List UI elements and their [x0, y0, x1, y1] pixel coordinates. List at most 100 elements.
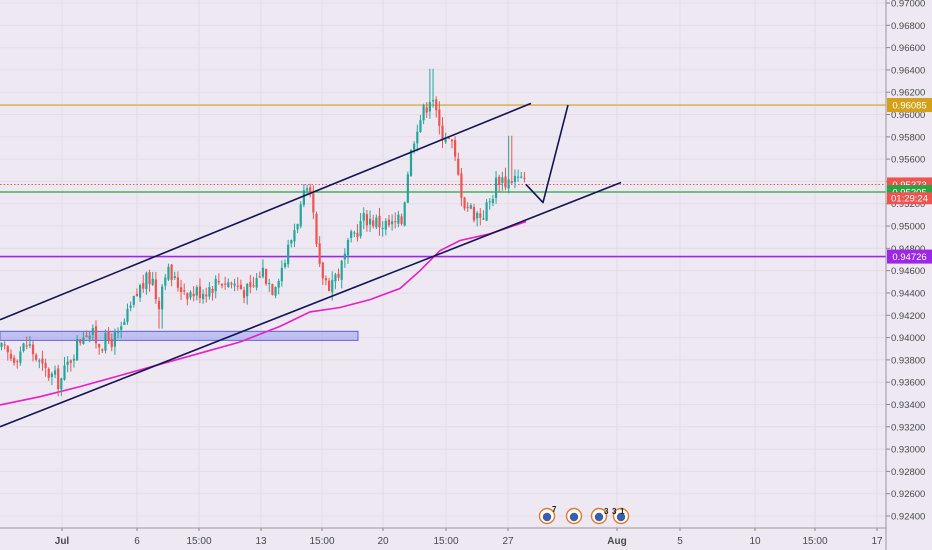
candle-body — [428, 101, 431, 112]
candle-body — [397, 214, 400, 224]
candle-body — [202, 293, 205, 300]
candle-body — [28, 344, 31, 346]
candle-body — [179, 287, 183, 293]
candle-body — [19, 351, 22, 363]
candle-body — [107, 331, 110, 341]
candle-body — [101, 349, 104, 351]
candle-body — [488, 201, 491, 203]
candle-body — [425, 107, 428, 113]
channel-upper-line — [0, 102, 532, 321]
candle-body — [53, 370, 57, 375]
candle-body — [274, 286, 277, 296]
y-tick-label: 0.95600 — [891, 155, 925, 166]
candle-body — [517, 176, 520, 178]
candle-body — [283, 262, 287, 268]
y-tick-label: 0.95800 — [891, 132, 925, 143]
candle-body — [482, 218, 485, 220]
candle-body — [72, 358, 76, 361]
candle-body — [372, 220, 375, 227]
y-tick-label: 0.96400 — [891, 65, 925, 76]
candle-body — [400, 216, 403, 224]
candle-body — [167, 266, 170, 280]
x-tick-label: 15:00 — [433, 536, 458, 547]
x-tick-label: 13 — [255, 536, 267, 547]
candle-body — [296, 224, 299, 230]
x-tick-label: 15:00 — [802, 536, 827, 547]
candle-body — [343, 253, 346, 260]
candle-body — [233, 283, 236, 286]
candle-body — [391, 221, 394, 225]
candle-body — [94, 326, 98, 344]
candle-body — [523, 177, 526, 179]
candle-body — [161, 286, 164, 310]
candle-body — [41, 358, 44, 364]
candle-body — [91, 328, 94, 335]
candle-body — [170, 264, 173, 281]
event-flag-fill — [569, 512, 579, 522]
candle-body — [394, 221, 397, 223]
candle-body — [217, 280, 220, 283]
candle-body — [302, 190, 305, 205]
candle-body — [368, 218, 372, 225]
candle-body — [0, 342, 3, 347]
candle-body — [135, 293, 139, 296]
event-flag-fill — [542, 512, 552, 522]
candle-body — [252, 285, 255, 287]
support-price-label: 0.94726 — [892, 252, 926, 263]
candle-body — [230, 283, 233, 285]
x-tick-label: 5 — [677, 536, 683, 547]
candle-body — [189, 292, 192, 298]
candle-body — [31, 344, 35, 355]
x-tick-label: Jul — [55, 536, 70, 547]
y-tick-label: 0.93200 — [891, 422, 925, 433]
candle-body — [60, 378, 63, 390]
candle-body — [104, 332, 107, 351]
candle-body — [384, 220, 387, 230]
candle-body — [57, 368, 60, 390]
candle-body — [195, 287, 198, 296]
candle-body — [387, 219, 391, 226]
ma-layer — [0, 220, 527, 406]
candle-body — [435, 99, 438, 111]
candle-body — [375, 217, 378, 228]
candle-body — [110, 339, 113, 348]
y-tick-label: 0.94800 — [891, 244, 925, 255]
candle-body — [3, 344, 6, 346]
candle-body — [69, 360, 72, 363]
candle-body — [324, 278, 328, 281]
candle-body — [312, 193, 315, 213]
y-tick-label: 0.93800 — [891, 355, 925, 366]
y-tick-label: 0.96800 — [891, 21, 925, 32]
candle-body — [148, 271, 151, 285]
x-tick-label: 15:00 — [186, 536, 211, 547]
candle-body — [356, 232, 359, 237]
candle-body — [494, 177, 498, 199]
candle-body — [309, 187, 312, 192]
candle-body — [504, 176, 507, 188]
y-tick-label: 0.96200 — [891, 88, 925, 99]
event-count-label: 3 — [612, 507, 617, 516]
candle-body — [126, 308, 129, 322]
candle-body — [50, 373, 53, 378]
y-tick-label: 0.92400 — [891, 512, 925, 523]
event-flag-fill — [616, 512, 626, 522]
candle-body — [337, 273, 340, 278]
candle-body — [365, 214, 368, 226]
candle-body — [346, 239, 350, 256]
y-tick-label: 0.94000 — [891, 333, 925, 344]
candle-body — [359, 221, 362, 237]
event-count-label: 7 — [552, 505, 557, 514]
y-tick-label: 0.96000 — [891, 110, 925, 121]
y-tick-label: 0.95000 — [891, 222, 925, 233]
candle-body — [328, 280, 331, 291]
candle-body — [450, 139, 454, 142]
candle-body — [381, 227, 384, 229]
candle-body — [246, 283, 249, 297]
candle-body — [265, 268, 268, 284]
y-tick-label: 0.95200 — [891, 199, 925, 210]
candle-body — [409, 149, 413, 176]
candle-body — [454, 140, 457, 157]
candle-body — [463, 197, 466, 209]
